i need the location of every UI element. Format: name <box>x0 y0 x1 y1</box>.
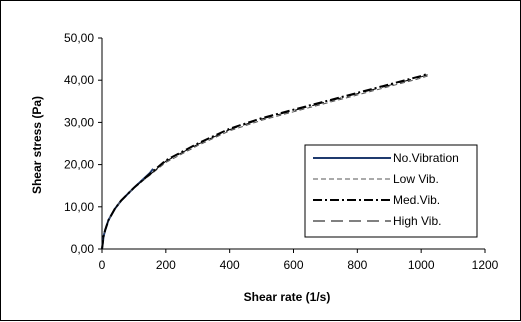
x-tick-label: 400 <box>220 258 240 272</box>
y-axis-title: Shear stress (Pa) <box>30 96 44 194</box>
y-tick-label: 30,00 <box>64 115 94 129</box>
x-tick-label: 600 <box>283 258 303 272</box>
y-tick-label: 20,00 <box>64 158 94 172</box>
tick-labels: 0 200 400 600 800 1000 1200 0,00 10,00 20,00 30,00… <box>64 31 499 272</box>
x-tick-label: 200 <box>156 258 176 272</box>
legend-label-2: Med.Vib. <box>393 193 440 207</box>
axes <box>98 37 486 253</box>
x-tick-label: 1000 <box>408 258 435 272</box>
x-tick-label: 800 <box>347 258 367 272</box>
series-line-2 <box>101 72 428 250</box>
y-tick-label: 10,00 <box>64 200 94 214</box>
legend: No.Vibration Low Vib. Med.Vib. High Vib. <box>304 144 478 238</box>
x-tick-label: 0 <box>99 258 106 272</box>
legend-label-3: High Vib. <box>393 214 441 228</box>
x-tick-label: 1200 <box>472 258 499 272</box>
y-tick-label: 0,00 <box>71 242 95 256</box>
y-tick-label: 40,00 <box>64 73 94 87</box>
y-tick-label: 50,00 <box>64 31 94 45</box>
legend-box <box>304 144 478 238</box>
series-line-3 <box>101 74 428 250</box>
legend-label-1: Low Vib. <box>393 172 439 186</box>
legend-label-0: No.Vibration <box>393 151 459 165</box>
series-lines <box>101 72 428 250</box>
x-axis-title: Shear rate (1/s) <box>244 290 331 304</box>
series-line-0 <box>101 168 154 250</box>
